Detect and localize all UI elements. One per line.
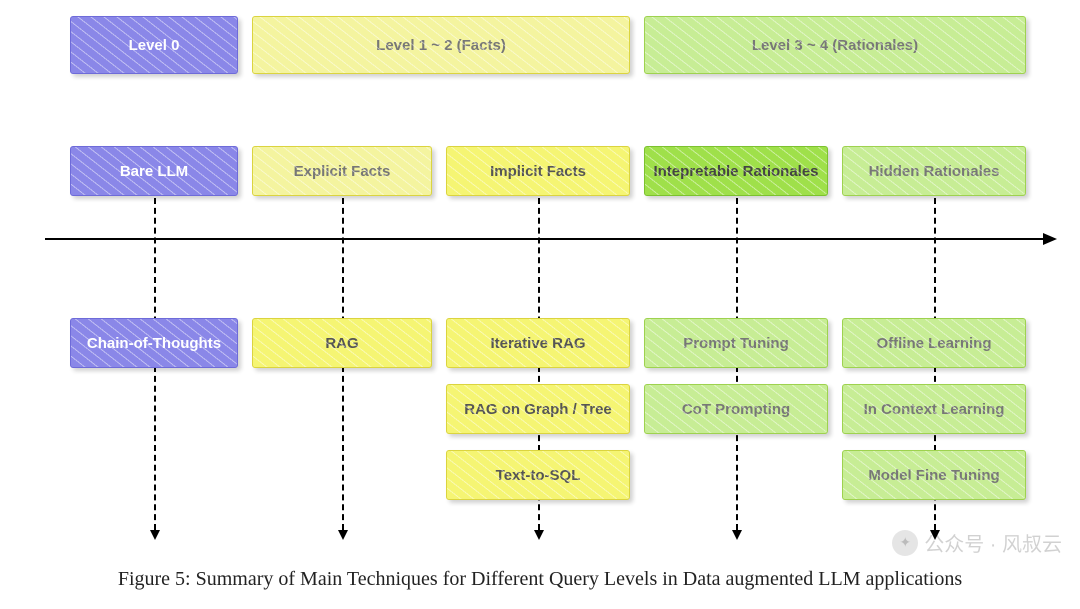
header-level-3-4-label: Level 3 ~ 4 (Rationales) — [752, 37, 918, 54]
technique-rag: RAG — [252, 318, 432, 368]
watermark: ✦ 公众号 · 风叔云 — [892, 528, 1062, 557]
category-bare-llm: Bare LLM — [70, 146, 238, 196]
category-explicit-facts-label: Explicit Facts — [294, 163, 391, 180]
header-level-0: Level 0 — [70, 16, 238, 74]
category-hidden-rationales-label: Hidden Rationales — [869, 163, 1000, 180]
technique-chain-of-thoughts: Chain-of-Thoughts — [70, 318, 238, 368]
technique-text-to-sql-label: Text-to-SQL — [496, 467, 581, 484]
technique-rag-graph-tree: RAG on Graph / Tree — [446, 384, 630, 434]
header-level-0-label: Level 0 — [129, 37, 180, 54]
header-level-1-2-label: Level 1 ~ 2 (Facts) — [376, 37, 506, 54]
header-level-3-4: Level 3 ~ 4 (Rationales) — [644, 16, 1026, 74]
technique-iterative-rag-label: Iterative RAG — [490, 335, 585, 352]
technique-offline-learning-label: Offline Learning — [876, 335, 991, 352]
technique-offline-learning: Offline Learning — [842, 318, 1026, 368]
category-implicit-facts: Implicit Facts — [446, 146, 630, 196]
category-hidden-rationales: Hidden Rationales — [842, 146, 1026, 196]
technique-prompt-tuning-label: Prompt Tuning — [683, 335, 789, 352]
technique-rag-graph-tree-label: RAG on Graph / Tree — [464, 401, 612, 418]
technique-chain-of-thoughts-label: Chain-of-Thoughts — [87, 335, 221, 352]
technique-iterative-rag: Iterative RAG — [446, 318, 630, 368]
figure-caption: Figure 5: Summary of Main Techniques for… — [0, 568, 1080, 591]
watermark-text: 公众号 · 风叔云 — [924, 528, 1062, 557]
technique-prompt-tuning: Prompt Tuning — [644, 318, 828, 368]
technique-model-fine-tuning-label: Model Fine Tuning — [868, 467, 999, 484]
technique-text-to-sql: Text-to-SQL — [446, 450, 630, 500]
timeline-axis — [45, 238, 1045, 240]
category-interpretable-rationales-label: Intepretable Rationales — [653, 163, 818, 180]
category-explicit-facts: Explicit Facts — [252, 146, 432, 196]
header-level-1-2: Level 1 ~ 2 (Facts) — [252, 16, 630, 74]
technique-model-fine-tuning: Model Fine Tuning — [842, 450, 1026, 500]
timeline-axis-arrow-icon — [1043, 233, 1057, 245]
technique-in-context-learning-label: In Context Learning — [864, 401, 1005, 418]
technique-cot-prompting-label: CoT Prompting — [682, 401, 790, 418]
technique-in-context-learning: In Context Learning — [842, 384, 1026, 434]
technique-rag-label: RAG — [325, 335, 358, 352]
figure-caption-text: Figure 5: Summary of Main Techniques for… — [118, 568, 962, 590]
technique-cot-prompting: CoT Prompting — [644, 384, 828, 434]
category-interpretable-rationales: Intepretable Rationales — [644, 146, 828, 196]
category-bare-llm-label: Bare LLM — [120, 163, 188, 180]
wechat-icon: ✦ — [892, 530, 918, 556]
category-implicit-facts-label: Implicit Facts — [490, 163, 586, 180]
